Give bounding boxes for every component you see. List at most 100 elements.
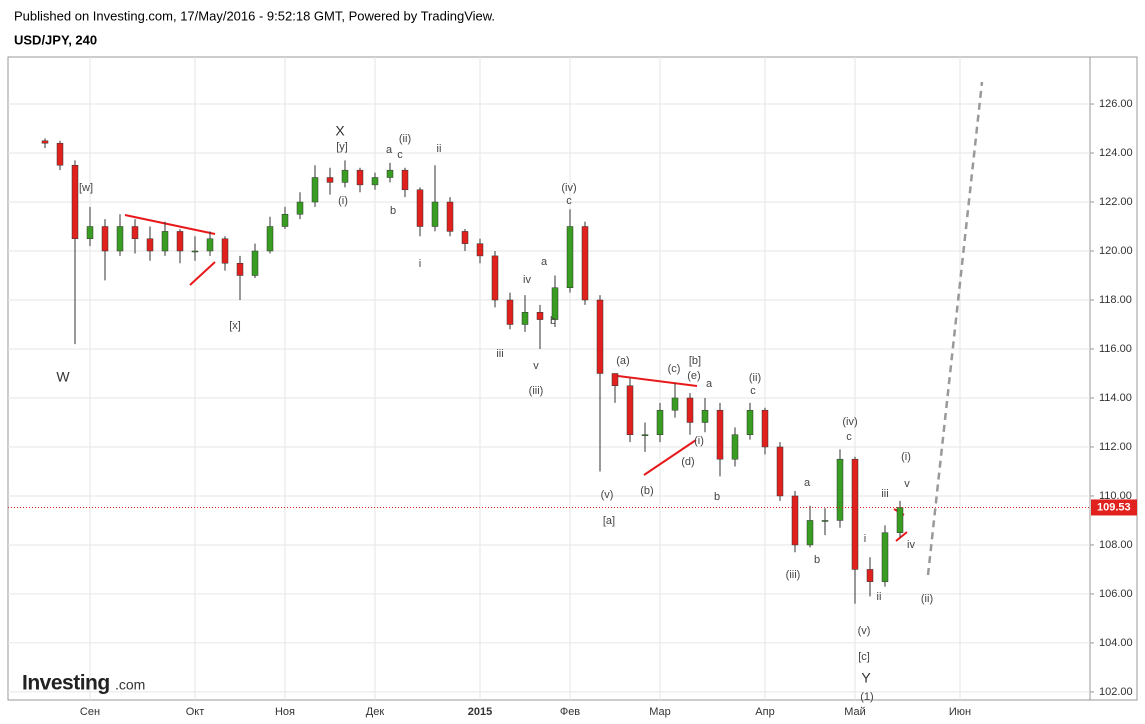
candle-body [821, 520, 829, 522]
wave-label: a [706, 378, 713, 390]
candle-body [776, 446, 784, 497]
wave-label: [y] [336, 141, 348, 153]
wave-label: [c] [858, 651, 870, 663]
wave-label: b [714, 491, 720, 503]
y-tick-label: 106.00 [1099, 588, 1133, 600]
candle-body [626, 385, 634, 435]
wave-label: (iv) [561, 182, 576, 194]
wave-label: (ii) [749, 372, 761, 384]
candle-body [341, 169, 349, 183]
candle-body [806, 520, 814, 546]
x-tick-label: Ноя [275, 706, 295, 718]
candle-body [881, 532, 889, 582]
wave-label: Y [861, 670, 871, 686]
wave-label: b [814, 554, 820, 566]
wave-label: [a] [603, 515, 615, 527]
candle-body [371, 177, 379, 186]
subtitle: Published on Investing.com, 17/May/2016 … [14, 8, 495, 23]
candle-body [791, 495, 799, 546]
candle-body [236, 262, 244, 276]
wave-label: ii [437, 143, 442, 155]
logo-suffix: .com [115, 677, 145, 693]
wave-label: c [846, 431, 852, 443]
candle-body [131, 226, 139, 240]
candle-body [611, 373, 619, 386]
candle-body [476, 243, 484, 257]
wave-label: v [904, 478, 910, 490]
candle-body [281, 214, 289, 227]
wave-label: a [541, 256, 548, 268]
trend-line [124, 214, 216, 235]
wave-label: (i) [338, 195, 348, 207]
wave-label: a [804, 477, 811, 489]
candle-body [491, 255, 499, 301]
wave-label: ii [877, 591, 882, 603]
wave-label: b [550, 315, 556, 327]
wave-label: (c) [668, 363, 681, 375]
candle-body [641, 434, 649, 436]
x-tick-label: Дек [366, 706, 385, 718]
wave-label: iii [881, 488, 888, 500]
trend-line [643, 439, 697, 476]
wave-label: (v) [858, 625, 871, 637]
trend-line [895, 531, 908, 542]
wave-label: (b) [640, 485, 653, 497]
candle-body [851, 458, 859, 570]
wave-label: (i) [694, 435, 704, 447]
candle-body [311, 177, 319, 203]
wave-label: (ii) [399, 133, 411, 145]
candle-body [416, 189, 424, 227]
wave-label: (iv) [842, 416, 857, 428]
x-tick-label: Окт [186, 706, 205, 718]
wave-label: i [864, 533, 866, 545]
x-tick-label: Июн [949, 706, 971, 718]
wave-label: (d) [681, 456, 694, 468]
frame [7, 56, 1138, 701]
candle-body [686, 397, 694, 423]
wave-label: c [397, 149, 403, 161]
candle-body [521, 311, 529, 325]
wave-label: iv [523, 274, 531, 286]
candle-body [191, 250, 199, 253]
y-tick-label: 116.00 [1099, 343, 1132, 355]
candle-body [401, 169, 409, 191]
logo: Investing .com [22, 672, 145, 695]
wave-label: (a) [616, 355, 629, 367]
y-tick-label: 124.00 [1099, 147, 1133, 159]
candle-body [356, 169, 364, 186]
annotations: W[w][x]X[y](i)a c(ii)biiiivabiiiv(iii)(iv… [56, 123, 933, 703]
y-tick-label: 122.00 [1099, 196, 1133, 208]
candle-body [716, 409, 724, 460]
x-tick-label: Сен [80, 706, 100, 718]
candle-body [836, 458, 844, 521]
candle-body [71, 165, 79, 240]
candle-body [386, 169, 394, 178]
candle-body [446, 201, 454, 232]
y-tick-label: 102.00 [1099, 686, 1133, 698]
wave-label: iii [496, 348, 503, 360]
y-tick-label: 118.00 [1099, 294, 1132, 306]
wave-label: W [56, 369, 70, 385]
candle-body [866, 569, 874, 582]
candle-body [536, 311, 544, 320]
grid [8, 57, 1090, 700]
wave-label: i [419, 258, 421, 270]
candle-body [731, 434, 739, 460]
x-tick-label: Апр [755, 706, 774, 718]
wave-label: [b] [689, 355, 701, 367]
candle-body [701, 409, 709, 423]
y-tick-label: 112.00 [1099, 441, 1132, 453]
x-tick-label: Фев [560, 706, 580, 718]
y-tick-label: 110.00 [1099, 490, 1132, 502]
candle-body [596, 299, 604, 374]
wave-label: b [390, 205, 396, 217]
projection-line [926, 81, 984, 576]
candle-body [266, 226, 274, 252]
wave-label: (iii) [529, 385, 544, 397]
y-tick-label: 114.00 [1099, 392, 1132, 404]
candle-body [41, 140, 49, 144]
wave-label: X [335, 123, 345, 139]
candle-body [566, 226, 574, 288]
logo-brand: Investing [22, 672, 110, 695]
